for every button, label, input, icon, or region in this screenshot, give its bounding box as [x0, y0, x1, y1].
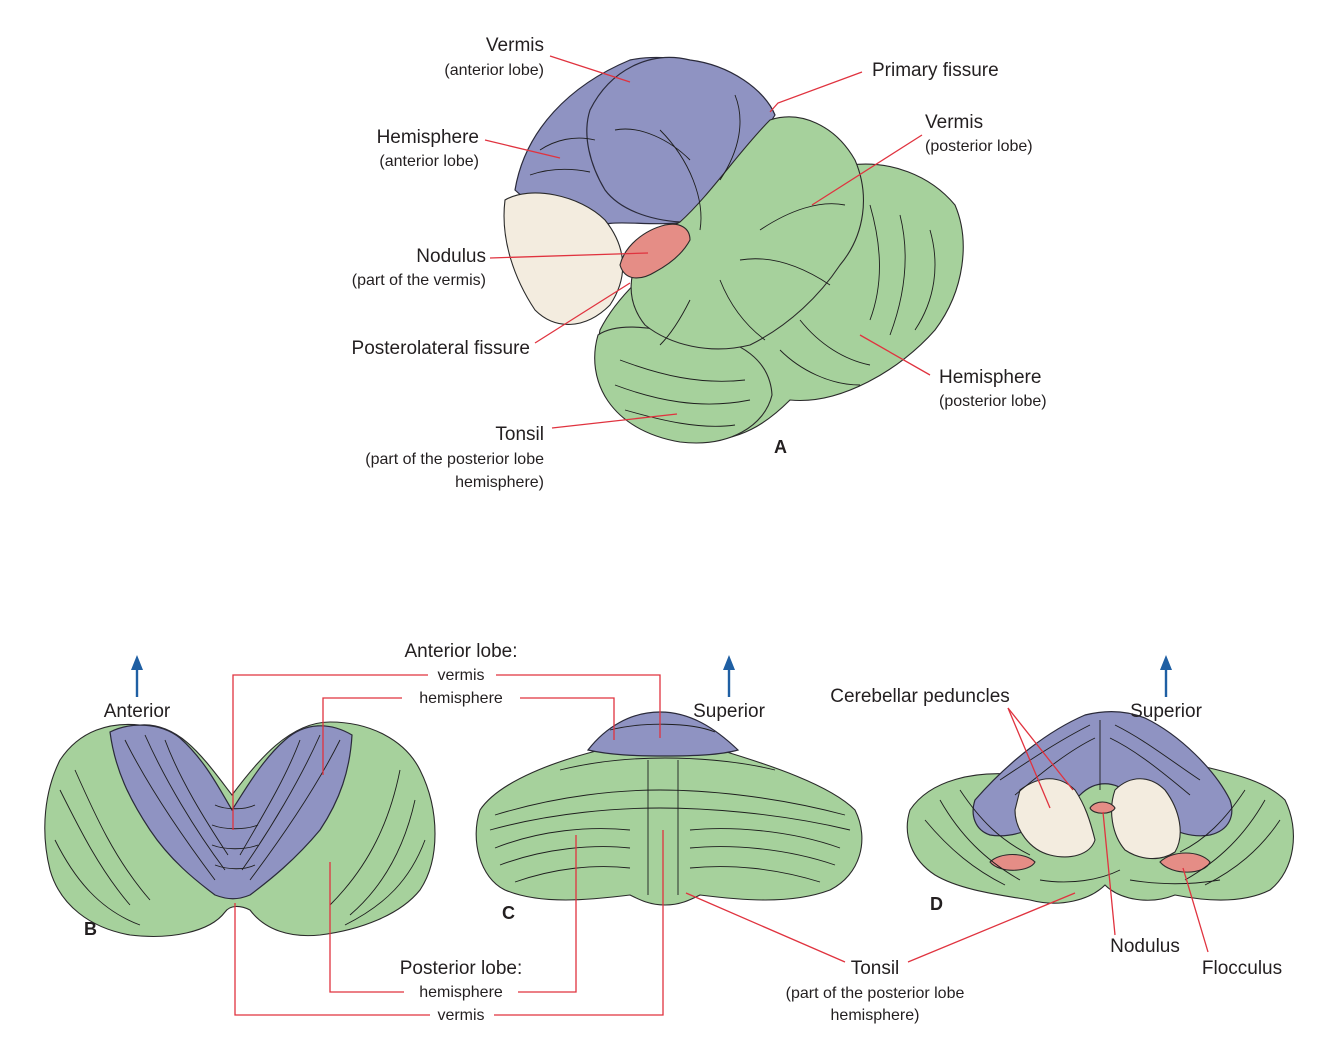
anterior-hemisphere-label: hemisphere: [419, 690, 503, 707]
a-hemisphere-anterior-label: Hemisphere: [377, 127, 479, 148]
d-nodulus-leader: [1102, 811, 1116, 936]
c-orientation-label: Superior: [693, 701, 765, 722]
cd-tonsil-sub1: (part of the posterior lobe: [786, 985, 965, 1002]
panel-c-letter: C: [502, 903, 515, 923]
a-tonsil-sub1: (part of the posterior lobe: [365, 451, 544, 468]
d-nodulus-region: [1089, 801, 1116, 814]
b-orientation-label: Anterior: [104, 701, 171, 722]
d-folia: [924, 720, 1281, 886]
panel-b-letter: B: [84, 919, 97, 939]
panel-b: Anterior B: [44, 655, 436, 939]
a-tonsil-label: Tonsil: [495, 424, 544, 445]
d-flocculus-leader: [1182, 867, 1209, 953]
panel-d-letter: D: [930, 894, 943, 914]
a-primary-fissure-label: Primary fissure: [872, 60, 999, 81]
a-vermis-anterior-sub: (anterior lobe): [444, 62, 544, 79]
a-vermis-posterior-label: Vermis: [925, 112, 983, 133]
d-cerebellar-peduncles-region: [1014, 778, 1181, 860]
anterior-hemisphere-bracket: [322, 697, 615, 775]
a-hemisphere-anterior-sub: (anterior lobe): [379, 153, 479, 170]
cd-tonsil-sub2: hemisphere): [831, 1007, 920, 1024]
a-hemisphere-posterior-label: Hemisphere: [939, 367, 1041, 388]
posterior-vermis-label: vermis: [437, 1007, 484, 1024]
a-tonsil-sub2: hemisphere): [455, 474, 544, 491]
a-leader-lines: [484, 55, 931, 429]
d-flocculus-right-region: [1159, 852, 1211, 873]
a-nodulus-region: [619, 223, 691, 279]
c-posterior-lobe-region: [475, 741, 863, 906]
panel-a-letter: A: [774, 437, 787, 457]
a-cut-brainstem: [503, 192, 624, 325]
anterior-vermis-bracket: [232, 674, 661, 830]
a-nodulus-sub: (part of the vermis): [352, 272, 486, 289]
c-tonsil-leader: [685, 892, 846, 963]
posterior-vermis-bracket: [234, 830, 664, 1016]
d-peduncle-leader-1: [1007, 707, 1051, 809]
a-hemisphere-posterior-sub: (posterior lobe): [939, 393, 1047, 410]
a-posterolateral-fissure-label: Posterolateral fissure: [352, 338, 530, 359]
c-folia: [489, 723, 851, 895]
d-flocculus-label: Flocculus: [1202, 958, 1282, 979]
posterior-hemisphere-bracket: [329, 835, 577, 993]
panel-c: Superior C: [475, 655, 863, 923]
a-folia: [529, 94, 936, 427]
b-arrow-head-icon: [131, 655, 143, 670]
posterior-hemisphere-label: hemisphere: [419, 984, 503, 1001]
d-arrow-head-icon: [1160, 655, 1172, 670]
a-vermis-posterior-sub: (posterior lobe): [925, 138, 1033, 155]
panel-d: Superior Cerebellar peduncles Nodulus Fl…: [830, 655, 1294, 979]
d-orientation-label: Superior: [1130, 701, 1202, 722]
c-anterior-lobe-region: [586, 711, 740, 757]
c-arrow-head-icon: [723, 655, 735, 670]
d-peduncle-leader-2: [1007, 707, 1074, 791]
d-tonsil-leader: [907, 892, 1076, 963]
posterior-lobe-heading: Posterior lobe:: [400, 958, 523, 979]
cd-tonsil-label: Tonsil: [851, 958, 900, 979]
a-nodulus-label: Nodulus: [416, 246, 486, 267]
shared-labels: Anterior lobe: vermis hemisphere Posteri…: [232, 641, 1076, 1024]
d-nodulus-label: Nodulus: [1110, 936, 1180, 957]
a-vermis-anterior-label: Vermis: [486, 35, 544, 56]
b-anterior-lobe-region: [109, 724, 353, 900]
d-cerebellar-peduncles-label: Cerebellar peduncles: [830, 686, 1010, 707]
anterior-vermis-label: vermis: [437, 667, 484, 684]
b-folia: [54, 734, 426, 926]
anterior-lobe-heading: Anterior lobe:: [404, 641, 517, 662]
panel-a: Vermis (anterior lobe) Hemisphere (anter…: [352, 35, 1047, 491]
